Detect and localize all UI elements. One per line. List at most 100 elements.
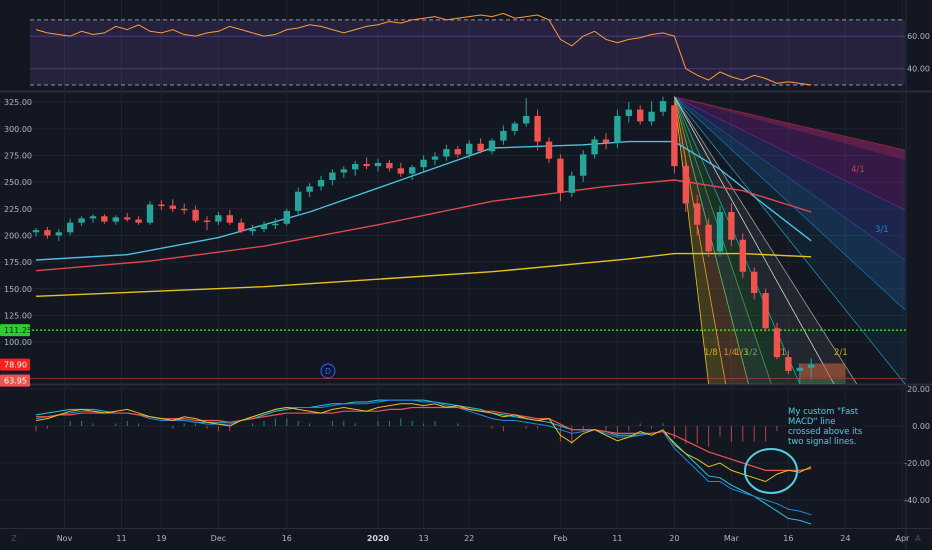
candle-body (352, 164, 359, 170)
rsi-tick-label: 40.00 (907, 65, 930, 74)
candle-body (557, 158, 564, 193)
candle-body (808, 364, 815, 368)
candle-body (67, 222, 74, 233)
candle-body (317, 180, 325, 187)
candle-body (420, 159, 427, 168)
date-label: Mar (724, 534, 740, 543)
price-tick-label: 100.00 (4, 338, 32, 347)
candle-body (386, 162, 393, 169)
candle-body (796, 367, 803, 371)
fib-label: 1/2 (744, 348, 758, 358)
candle-body (443, 149, 450, 157)
date-label: Apr (895, 534, 910, 543)
candle-body (602, 139, 610, 143)
candle-body (671, 105, 678, 167)
price-tick-label: 200.00 (4, 231, 32, 240)
fib-label: 3/1 (875, 225, 889, 235)
candle-body (238, 222, 245, 232)
axes: 325.00 300.00 275.00 250.00 225.00 200.00 175.… (0, 32, 930, 543)
candle-body (44, 230, 51, 236)
candle-body (306, 186, 313, 192)
date-label: 11 (612, 534, 622, 543)
fan-sector (674, 96, 905, 160)
candle-body (431, 156, 439, 160)
date-label: 24 (840, 534, 850, 543)
price-tick-label: 275.00 (4, 151, 32, 160)
candle-body (466, 143, 473, 155)
macd-fast-line (35, 403, 812, 483)
annotation-text-line: two signal lines. (788, 437, 857, 447)
fan-line (674, 96, 906, 211)
fan-line (674, 96, 858, 385)
highlight-circle (744, 448, 798, 494)
price-tick-label: 225.00 (4, 205, 32, 214)
price-tick-label: 300.00 (4, 125, 32, 134)
indicator-ema-50 (35, 179, 812, 272)
fib-label: 1/3 (735, 348, 749, 358)
rsi-line (35, 12, 812, 86)
dividend-badge-label: D (325, 367, 331, 376)
candle-body (192, 209, 199, 221)
date-label: Feb (553, 534, 567, 543)
candle-body (705, 224, 712, 252)
candle-body (568, 175, 575, 193)
candle-body (716, 212, 724, 252)
candle-body (135, 219, 142, 223)
fan-line (674, 96, 906, 151)
price-tick-label: 250.00 (4, 178, 32, 187)
date-label: 20 (669, 534, 679, 543)
dividend-badge (320, 363, 336, 379)
annotation-text-line: My custom "Fast (788, 407, 859, 417)
date-label: 22 (464, 534, 474, 543)
candle-body (146, 204, 154, 223)
candle-body (112, 217, 119, 222)
price-tick-label: 125.00 (4, 311, 32, 320)
annotation-box (786, 404, 866, 450)
candle-body (158, 204, 165, 207)
candle-body (89, 216, 97, 219)
price-tag (0, 324, 30, 337)
price-tick-label: 150.00 (4, 285, 32, 294)
candle-body (751, 271, 758, 294)
candle-body (55, 232, 62, 236)
date-label: 19 (156, 534, 166, 543)
candle-body (181, 208, 188, 211)
price-tag (0, 374, 30, 387)
candle-body (169, 205, 176, 209)
date-label: 16 (783, 534, 793, 543)
macd-tick-label: 20.00 (907, 385, 930, 394)
price-tag (0, 358, 30, 371)
candle-body (272, 223, 279, 226)
price-tag-label: 63.95 (4, 377, 27, 386)
macd-signal-1 (36, 406, 812, 471)
rsi-band (30, 19, 905, 85)
date-label: 2020 (367, 534, 390, 543)
candle-body (488, 140, 496, 152)
rsi-tick-label: 60.00 (907, 32, 930, 41)
candle-body (637, 109, 644, 122)
candle-body (694, 203, 701, 225)
candle-body (659, 101, 667, 112)
candle-body (580, 154, 587, 176)
fan-line (674, 96, 835, 385)
price-tag-label: 78.90 (4, 361, 27, 370)
fib-label: 2/1 (834, 348, 848, 358)
candle-body (329, 172, 336, 180)
price-tag-label: 111.25 (4, 326, 32, 335)
candle-body (534, 116, 541, 142)
candle-body (32, 230, 40, 233)
annotation-text-line: MACD" line (788, 417, 835, 427)
fib-label: 1/8 (704, 348, 718, 358)
candle-body (260, 224, 268, 230)
price-tick-label: 175.00 (4, 258, 32, 267)
date-label: 13 (419, 534, 429, 543)
candle-body (409, 167, 416, 174)
annotation-text-line: crossed above its (788, 427, 863, 437)
candle-body (295, 191, 302, 211)
candle-body (614, 116, 621, 143)
macd-tick-label: -40.00 (904, 496, 930, 505)
price-tick-label: 325.00 (4, 98, 32, 107)
candle-body (500, 130, 507, 141)
rsi-panel (30, 12, 905, 86)
